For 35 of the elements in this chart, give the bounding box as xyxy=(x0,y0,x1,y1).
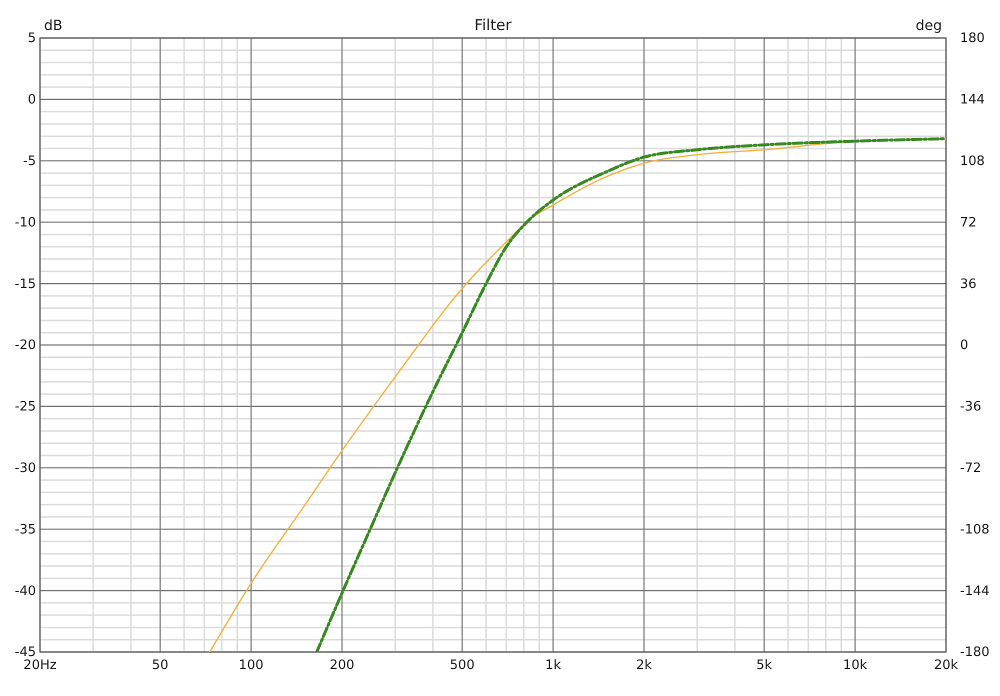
x-tick-label: 5k xyxy=(756,658,773,674)
x-tick-label: 50 xyxy=(152,658,168,674)
y-tick-label: -45 xyxy=(14,645,36,660)
x-tick-label: 20Hz xyxy=(23,658,57,674)
x-tick-label: 200 xyxy=(330,658,354,674)
x-tick-label: 100 xyxy=(238,658,264,674)
y2-tick-label: 108 xyxy=(960,154,985,169)
y2-tick-label: 180 xyxy=(960,31,985,46)
y-tick-label: 0 xyxy=(28,92,36,108)
x-tick-label: 2k xyxy=(636,658,652,674)
y-tick-label: -30 xyxy=(14,460,36,476)
y-tick-label: 5 xyxy=(28,31,36,46)
x-tick-label: 500 xyxy=(450,658,475,674)
y2-axis-title: deg xyxy=(916,18,942,34)
x-tick-label: 1k xyxy=(545,658,562,674)
y-tick-label: -25 xyxy=(14,400,36,415)
y-tick-label: -15 xyxy=(14,276,36,292)
y-tick-label: -20 xyxy=(14,338,36,354)
y2-tick-label: -108 xyxy=(960,522,990,538)
x-tick-label: 10k xyxy=(843,658,868,674)
y-tick-label: -35 xyxy=(14,522,36,538)
y-tick-label: -5 xyxy=(23,154,36,169)
y-axis-title: dB xyxy=(44,18,62,34)
y-tick-label: -40 xyxy=(14,584,36,599)
y2-tick-label: 144 xyxy=(960,92,985,108)
y2-tick-label: -36 xyxy=(960,400,982,415)
y2-tick-label: -72 xyxy=(960,460,982,476)
y-tick-label: -10 xyxy=(14,215,36,230)
y2-tick-label: 72 xyxy=(960,215,977,230)
y2-tick-label: -144 xyxy=(960,584,990,599)
y2-tick-label: -180 xyxy=(960,645,990,660)
chart-title: Filter xyxy=(474,16,512,34)
x-tick-label: 20k xyxy=(934,658,959,674)
y2-tick-label: 0 xyxy=(960,338,968,354)
y2-tick-label: 36 xyxy=(960,276,977,292)
